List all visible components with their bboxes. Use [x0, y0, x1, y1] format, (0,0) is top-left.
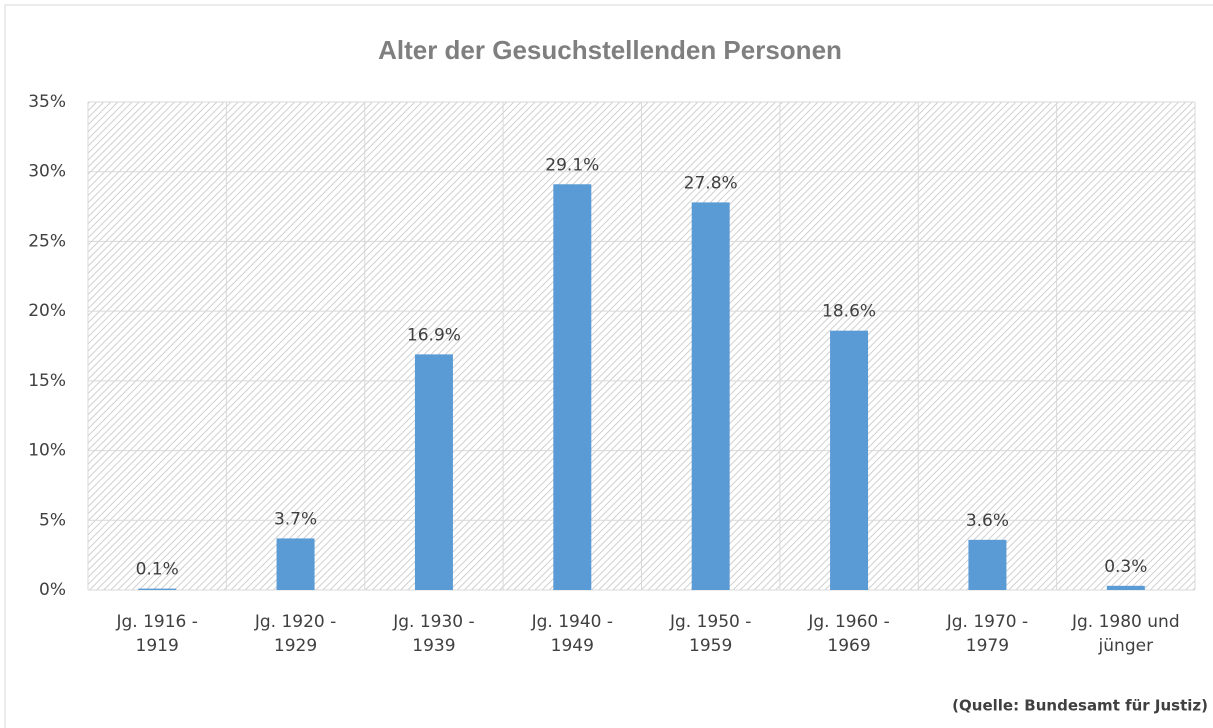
- y-tick-label: 15%: [28, 371, 66, 391]
- bar: [138, 588, 177, 590]
- chart-title: Alter der Gesuchstellenden Personen: [378, 35, 842, 65]
- y-tick-label: 10%: [28, 441, 66, 461]
- data-label: 27.8%: [684, 173, 738, 193]
- y-tick-label: 5%: [39, 510, 66, 530]
- y-tick-label: 25%: [28, 231, 66, 251]
- data-label: 29.1%: [545, 155, 599, 175]
- x-tick-label: Jg. 1970 - 1979: [946, 612, 1029, 656]
- bar: [553, 184, 592, 590]
- bar: [276, 538, 315, 590]
- x-tick-label: Jg. 1940 - 1949: [531, 612, 614, 656]
- data-label: 16.9%: [407, 325, 461, 345]
- bar: [691, 202, 730, 591]
- data-label: 0.1%: [136, 560, 179, 580]
- bar: [830, 330, 869, 590]
- x-tick-label: Jg. 1980 und jünger: [1072, 612, 1180, 656]
- bar: [414, 354, 453, 590]
- data-label: 0.3%: [1104, 557, 1147, 577]
- data-label: 18.6%: [822, 302, 876, 322]
- x-tick-label: Jg. 1930 - 1939: [393, 612, 475, 656]
- source-note: (Quelle: Bundesamt für Justiz): [952, 697, 1208, 715]
- bar: [1106, 585, 1145, 590]
- data-label: 3.7%: [274, 509, 317, 529]
- x-tick-label: Jg. 1916 - 1919: [116, 612, 198, 656]
- y-tick-label: 35%: [28, 92, 66, 112]
- x-tick-label: Jg. 1950 - 1959: [669, 612, 752, 656]
- bar: [968, 539, 1007, 590]
- y-tick-label: 30%: [28, 162, 66, 182]
- y-tick-label: 0%: [39, 580, 66, 600]
- x-tick-label: Jg. 1920 - 1929: [254, 612, 337, 656]
- data-label: 3.6%: [966, 511, 1009, 531]
- y-tick-label: 20%: [28, 301, 66, 321]
- x-tick-label: Jg. 1960 - 1969: [808, 612, 890, 656]
